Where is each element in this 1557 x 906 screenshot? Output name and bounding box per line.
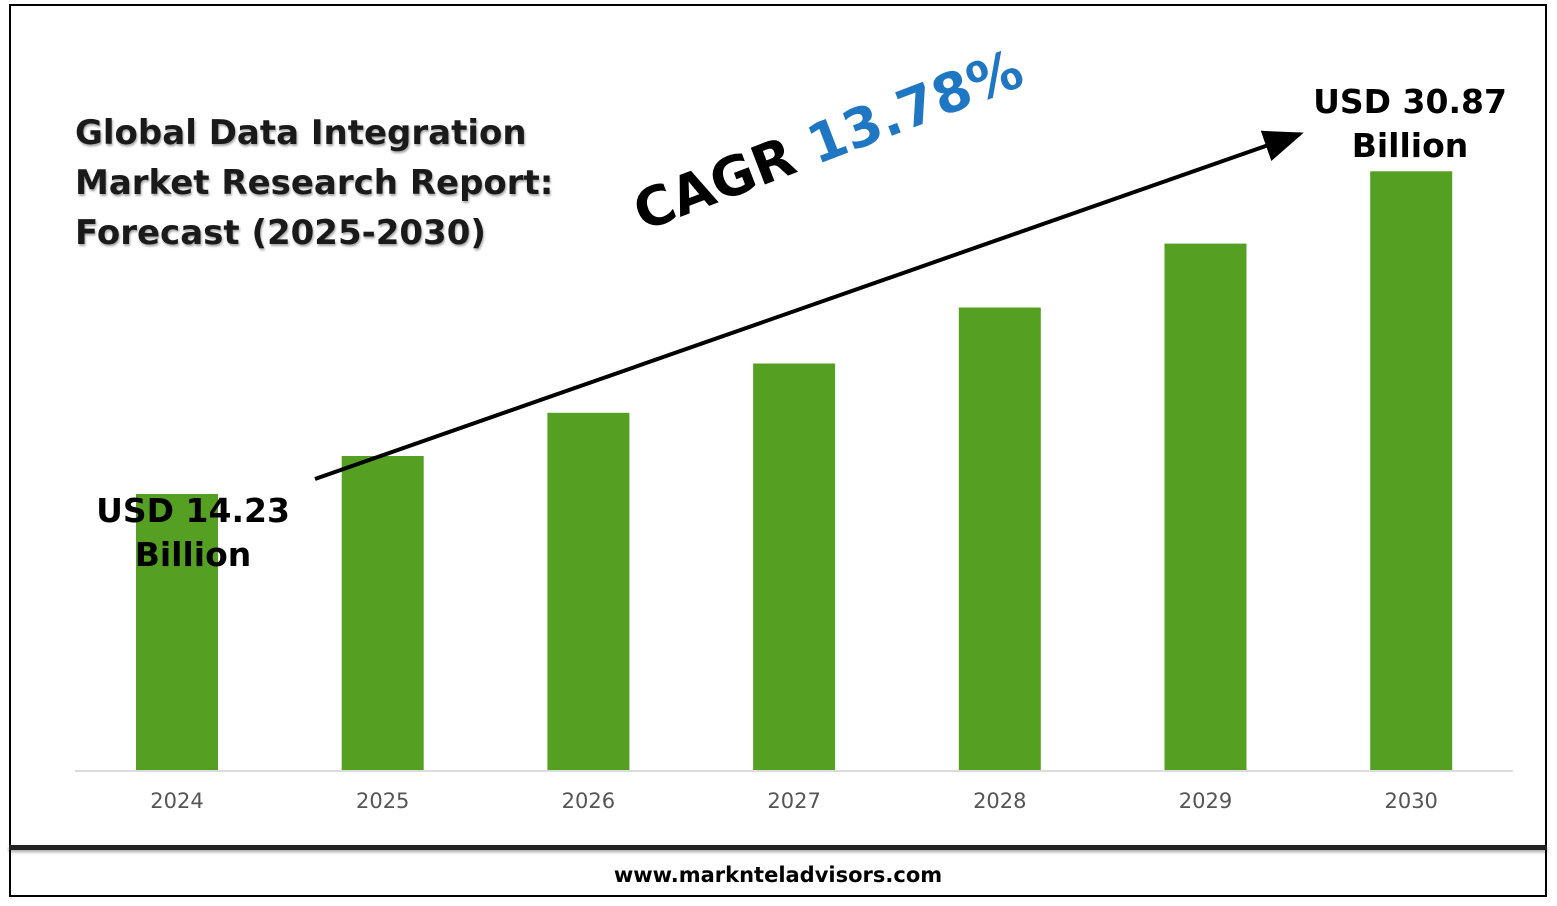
start-value-unit: Billion: [134, 535, 252, 574]
footer-website: www.marknteladvisors.com: [613, 863, 943, 887]
bar-2026: [547, 412, 630, 770]
chart-title: Global Data Integration Market Research …: [75, 108, 595, 258]
bar-2024: [136, 494, 218, 770]
x-tick-label: 2026: [562, 789, 615, 813]
x-tick-label: 2029: [1179, 789, 1232, 813]
end-value-amount: USD 30.87: [1313, 82, 1507, 121]
bar-2030: [1370, 171, 1453, 771]
x-tick-label: 2028: [973, 789, 1026, 813]
start-value-callout: USD 14.23 Billion: [78, 489, 308, 577]
title-line-1: Global Data Integration: [75, 113, 527, 153]
x-tick-label: 2027: [767, 789, 820, 813]
bar-2027: [753, 363, 836, 770]
footer-divider: [9, 845, 1547, 850]
title-line-2: Market Research Report:: [75, 163, 554, 203]
end-value-callout: USD 30.87 Billion: [1295, 80, 1525, 168]
bar-2025: [341, 456, 424, 770]
trend-arrow: [314, 130, 1304, 481]
end-value-unit: Billion: [1351, 126, 1469, 165]
bar-2029: [1164, 243, 1247, 771]
bar-2028: [958, 307, 1041, 770]
start-value-amount: USD 14.23: [96, 491, 290, 530]
title-line-3: Forecast (2025-2030): [75, 213, 486, 253]
x-tick-label: 2024: [150, 789, 203, 813]
x-tick-label: 2025: [356, 789, 409, 813]
x-tick-label: 2030: [1384, 789, 1437, 813]
